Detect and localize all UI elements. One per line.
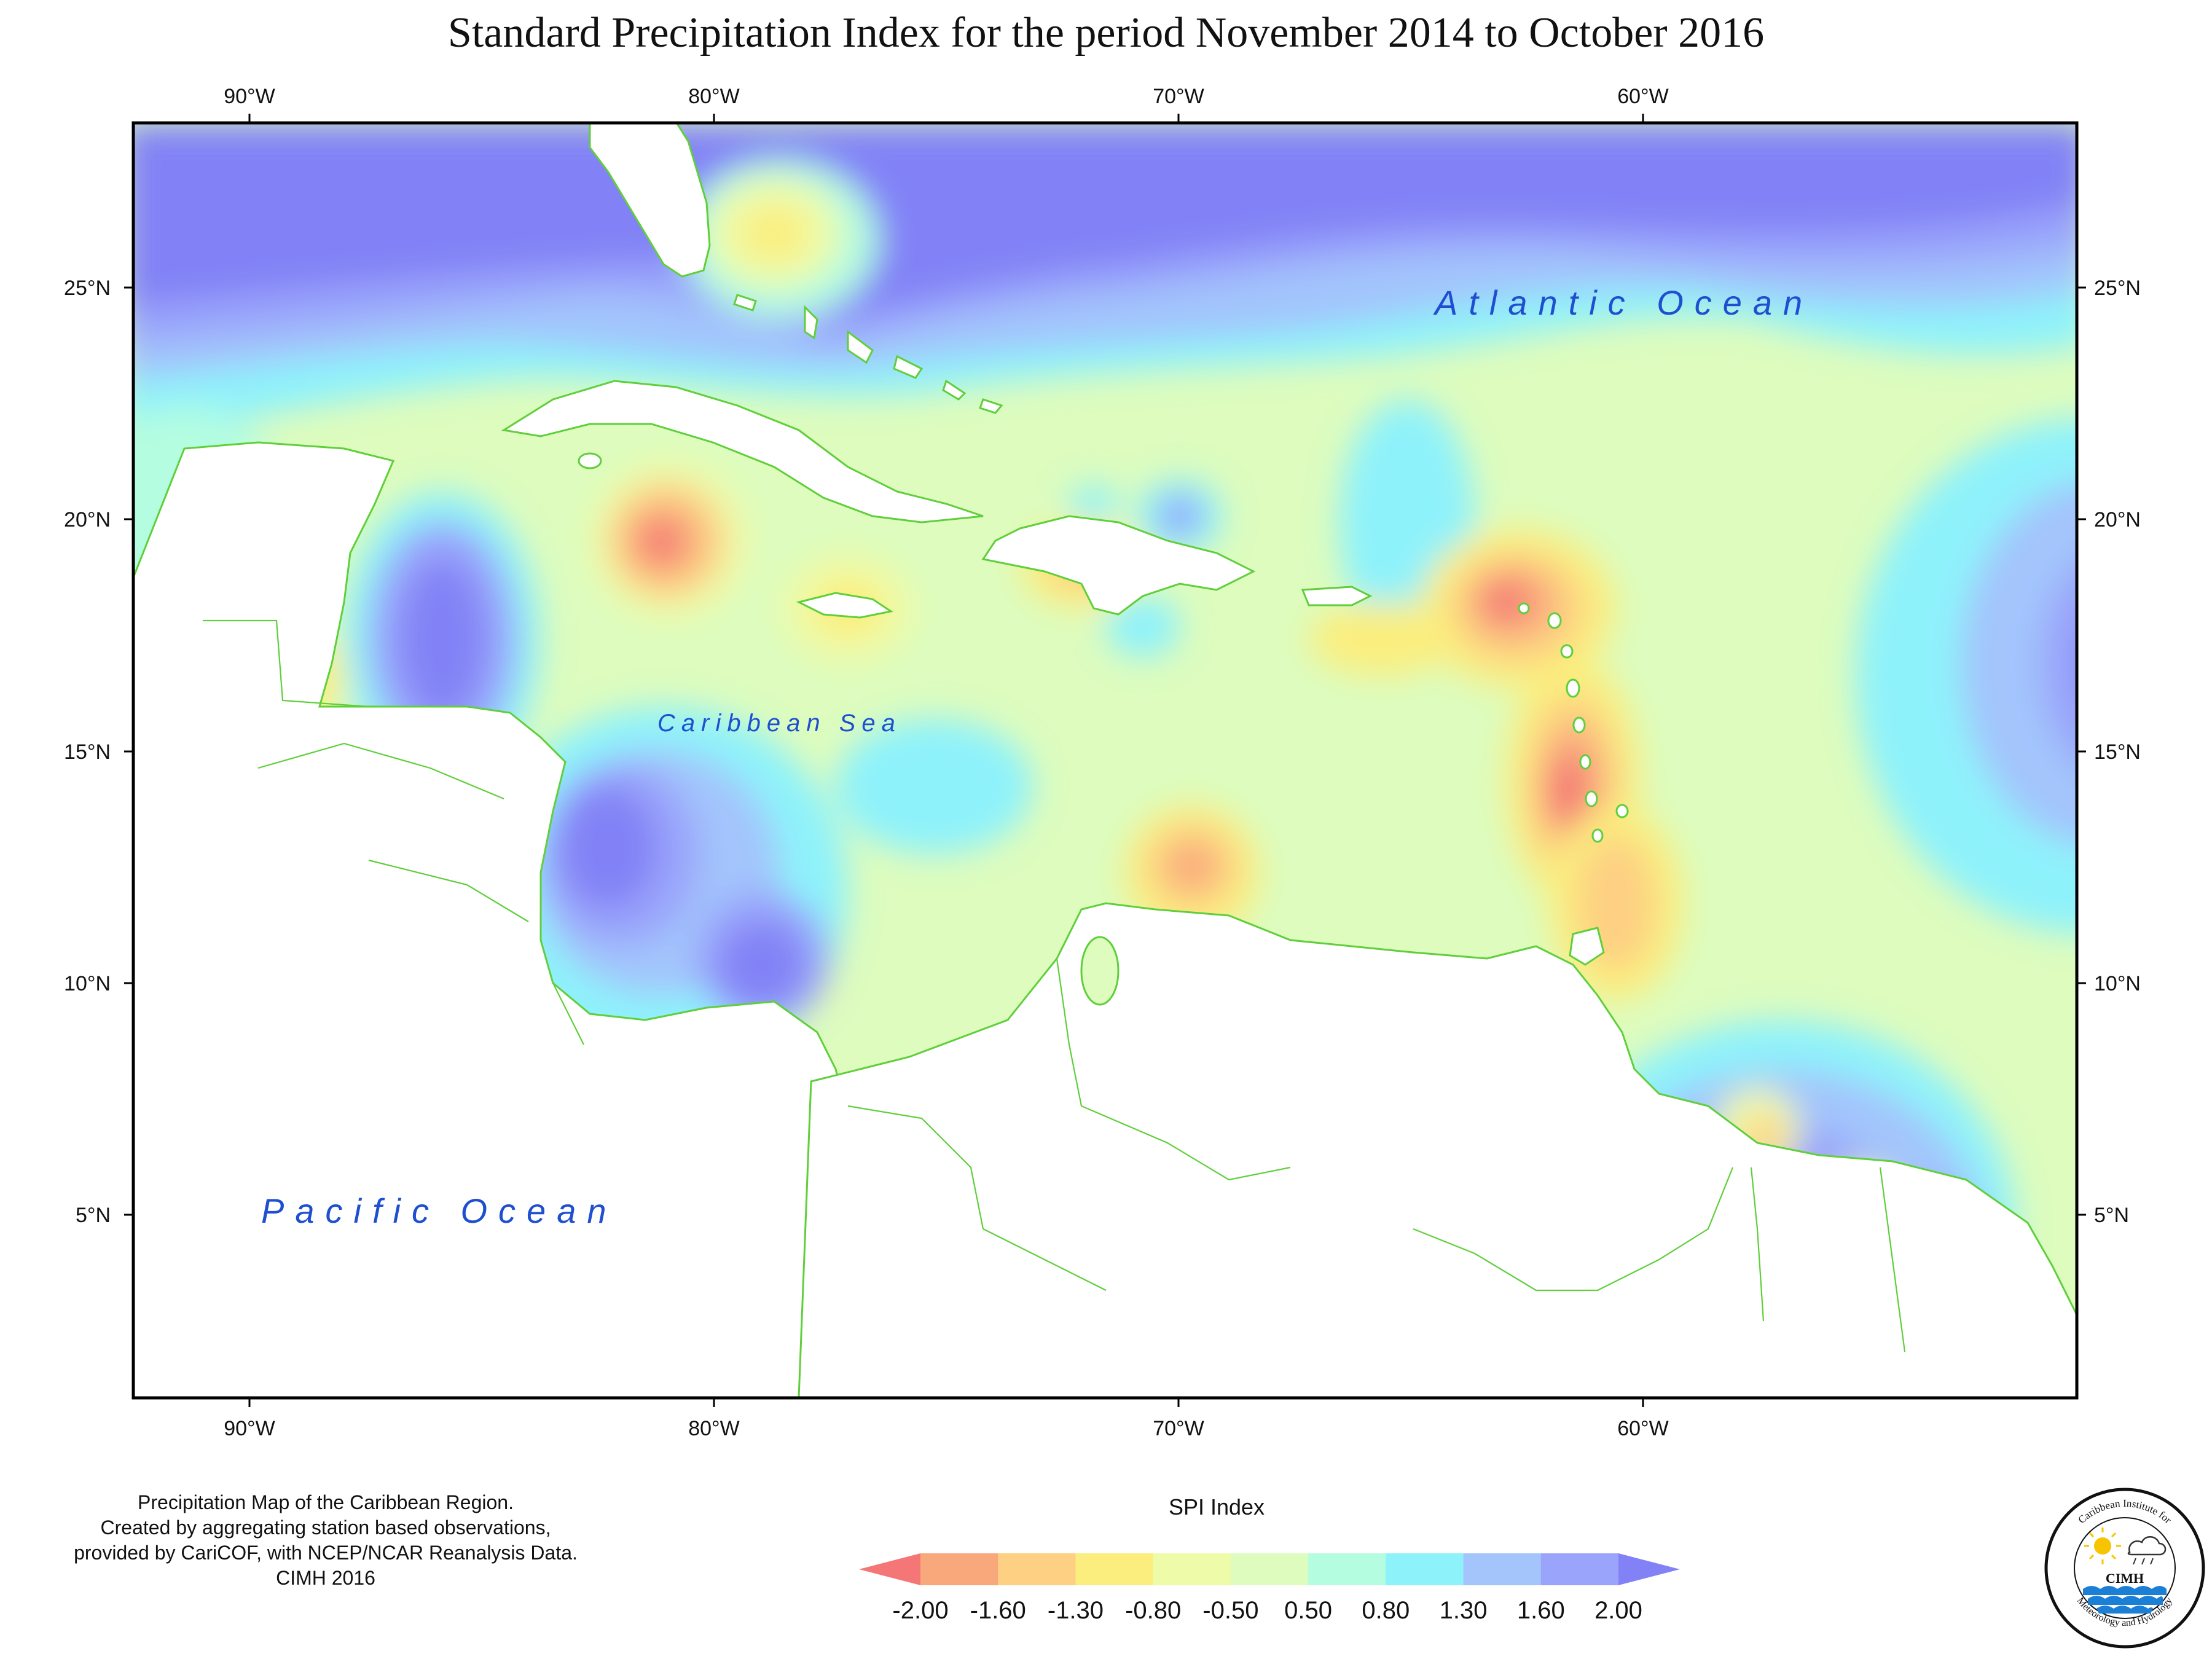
credit-text: Precipitation Map of the Caribbean Regio… xyxy=(37,1490,614,1591)
legend-tick-label: 0.80 xyxy=(1362,1597,1410,1624)
bottom-lon-label: 60°W xyxy=(1617,1417,1669,1440)
pacific-ocean-label: Pacific Ocean xyxy=(261,1191,618,1230)
legend-tick-label: -0.80 xyxy=(1125,1597,1181,1624)
top-lon-label: 70°W xyxy=(1153,85,1204,108)
sun-icon xyxy=(2084,1528,2121,1564)
legend-colorbar xyxy=(859,1553,1680,1585)
legend-tick-label: 1.60 xyxy=(1517,1597,1565,1624)
hispaniola-land xyxy=(981,515,1256,616)
credit-line: provided by CariCOF, with NCEP/NCAR Rean… xyxy=(74,1542,578,1564)
right-lat-label: 10°N xyxy=(2094,972,2141,995)
left-lat-label: 25°N xyxy=(64,276,111,300)
cuba-land xyxy=(501,380,984,524)
top-lon-label: 90°W xyxy=(224,85,275,108)
land-layer xyxy=(133,123,2077,1398)
bottom-lon-label: 90°W xyxy=(224,1417,275,1440)
legend-swatch xyxy=(920,1553,998,1585)
left-lat-label: 15°N xyxy=(64,740,111,764)
left-lat-label: 10°N xyxy=(64,972,111,995)
legend-swatch xyxy=(1230,1553,1309,1585)
jamaica-land xyxy=(796,592,893,619)
lesser-antilles xyxy=(1518,602,1629,843)
top-lon-label: 60°W xyxy=(1617,85,1669,108)
logo-cimh-text: CIMH xyxy=(2106,1571,2144,1586)
legend-tick-label: -2.00 xyxy=(892,1597,948,1624)
legend-swatch xyxy=(1386,1553,1464,1585)
left-lat-label: 5°N xyxy=(76,1204,111,1227)
legend-triangle-high xyxy=(1618,1553,1680,1585)
top-lon-label: 80°W xyxy=(688,85,740,108)
atlantic-ocean-label: Atlantic Ocean xyxy=(1433,283,1813,322)
legend-tick-label: 1.30 xyxy=(1440,1597,1488,1624)
cimh-logo: Caribbean Institute for Meteorology and … xyxy=(2044,1488,2205,1649)
legend-swatch xyxy=(1463,1553,1542,1585)
credit-line: Precipitation Map of the Caribbean Regio… xyxy=(138,1491,514,1513)
legend-tick-label: -1.30 xyxy=(1048,1597,1104,1624)
legend-tick-label: -0.50 xyxy=(1202,1597,1258,1624)
legend-swatch xyxy=(1540,1553,1619,1585)
trinidad-land xyxy=(1569,927,1605,966)
credit-line: Created by aggregating station based obs… xyxy=(100,1516,551,1539)
legend-tick-label: 0.50 xyxy=(1284,1597,1332,1624)
country-borders xyxy=(203,619,1906,1352)
axis-ticks xyxy=(124,114,2086,1407)
legend-tick-label: -1.60 xyxy=(970,1597,1026,1624)
legend-swatch xyxy=(1308,1553,1386,1585)
legend-swatch xyxy=(1153,1553,1231,1585)
bottom-lon-label: 70°W xyxy=(1153,1417,1204,1440)
legend-tick-label: 2.00 xyxy=(1594,1597,1642,1624)
legend-title: SPI Index xyxy=(1168,1494,1265,1520)
right-lat-label: 5°N xyxy=(2094,1204,2129,1227)
legend-swatch xyxy=(1075,1553,1154,1585)
right-lat-label: 20°N xyxy=(2094,508,2141,531)
caribbean-sea-label: Caribbean Sea xyxy=(657,710,901,737)
waves-icon xyxy=(2083,1586,2167,1614)
florida-land xyxy=(589,123,711,278)
left-lat-label: 20°N xyxy=(64,508,111,531)
legend-triangle-low xyxy=(859,1553,920,1585)
right-lat-label: 15°N xyxy=(2094,740,2141,764)
right-lat-label: 25°N xyxy=(2094,276,2141,300)
map-frame xyxy=(131,121,2079,1400)
cloud-rain-icon xyxy=(2127,1536,2167,1565)
legend-tick-labels: -2.00 -1.60 -1.30 -0.80 -0.50 0.50 0.80 1.30 1.6… xyxy=(892,1597,1642,1624)
credit-line: CIMH 2016 xyxy=(276,1567,375,1589)
bottom-lon-label: 80°W xyxy=(688,1417,740,1440)
map-title: Standard Precipitation Index for the per… xyxy=(447,9,1765,57)
bahamas-islands xyxy=(733,294,1003,414)
legend-swatch xyxy=(998,1553,1076,1585)
puerto-rico-land xyxy=(1301,586,1373,606)
